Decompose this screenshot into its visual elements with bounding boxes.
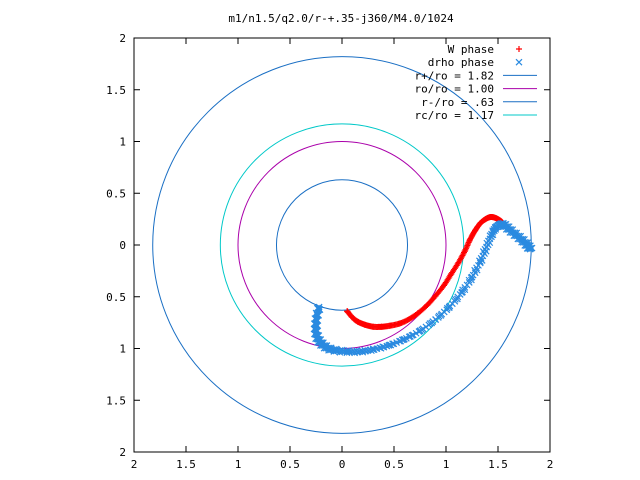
series-marker: [465, 239, 472, 246]
series-marker: [527, 244, 535, 252]
y-tick-label-5: 0.5: [106, 291, 126, 304]
series-marker: [461, 286, 469, 294]
series-1: [310, 219, 536, 357]
reference-circle-2: [275, 179, 409, 311]
y-tick-label-2: 1: [119, 136, 126, 149]
reference-circle-3: [219, 123, 465, 367]
legend-label-2: r+/ro = 1.82: [415, 69, 494, 82]
y-tick-label-6: 1: [119, 343, 126, 356]
x-tick-label-7: 1.5: [488, 458, 508, 471]
x-tick-label-1: 1.5: [176, 458, 196, 471]
legend-label-1: drho phase: [428, 56, 494, 69]
x-tick-label-3: 0.5: [280, 458, 300, 471]
legend-label-0: W phase: [448, 43, 494, 56]
series-marker: [526, 244, 534, 252]
y-tick-label-7: 1.5: [106, 394, 126, 407]
x-tick-label-0: 2: [131, 458, 138, 471]
series-marker: [351, 349, 359, 357]
y-tick-label-0: 2: [119, 32, 126, 45]
series-marker: [453, 295, 461, 303]
series-0: [344, 214, 509, 330]
legend-label-5: rc/ro = 1.17: [415, 109, 494, 122]
x-tick-label-8: 2: [547, 458, 554, 471]
x-tick-label-2: 1: [235, 458, 242, 471]
series-marker: [528, 244, 536, 252]
series-marker: [445, 304, 453, 312]
chart-title: m1/n1.5/q2.0/r-+.35-j360/M4.0/1024: [228, 12, 454, 25]
x-tick-label-4: 0: [339, 458, 346, 471]
data-series: [310, 214, 536, 357]
x-tick-label-5: 0.5: [384, 458, 404, 471]
legend-marker-0: [516, 46, 522, 52]
legend-label-3: ro/ro = 1.00: [415, 83, 494, 96]
x-tick-label-6: 1: [443, 458, 450, 471]
legend-marker-1: [515, 58, 523, 66]
series-marker: [466, 238, 473, 245]
y-tick-label-1: 1.5: [106, 84, 126, 97]
series-marker: [473, 266, 481, 274]
series-marker: [467, 276, 475, 284]
y-tick-label-3: 0.5: [106, 187, 126, 200]
y-tick-label-8: 2: [119, 446, 126, 459]
y-tick-label-4: 0: [119, 239, 126, 252]
legend-label-4: r-/ro = .63: [421, 96, 494, 109]
